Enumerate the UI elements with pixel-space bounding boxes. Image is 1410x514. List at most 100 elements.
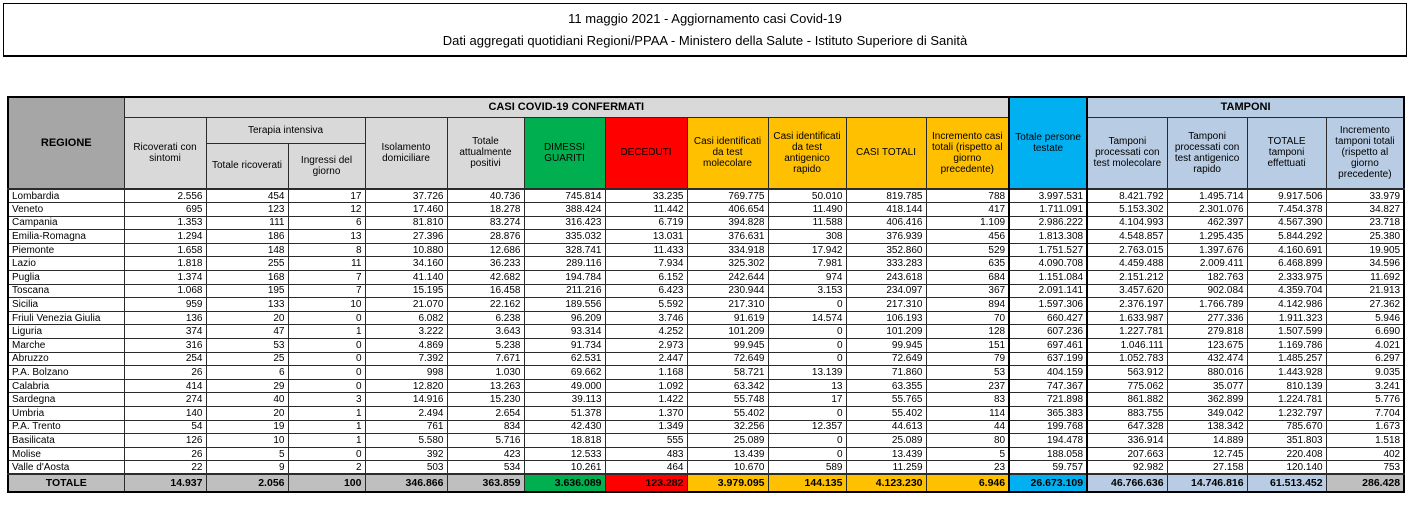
cell-tamponi-test-molecolare: 8.421.792 xyxy=(1086,188,1168,204)
region-name: Liguria xyxy=(7,324,125,340)
cell-casi-test-molecolare: 55.402 xyxy=(686,406,769,421)
cell-ti-ingressi-del-giorno: 13 xyxy=(287,229,366,244)
cell-incremento-tamponi-totali: 5.946 xyxy=(1325,310,1405,326)
cell-tamponi-test-antigenico: 277.336 xyxy=(1166,310,1248,326)
cell-casi-totali: 406.416 xyxy=(845,215,927,231)
cell-dimessi-guariti: 96.209 xyxy=(523,310,606,326)
cell-isolamento-domiciliare: 14.916 xyxy=(364,392,448,407)
cell-totale-attualmente-positivi: 3.643 xyxy=(446,324,525,340)
cell-casi-test-molecolare: 10.670 xyxy=(686,460,769,475)
column-header-incremento-casi-totali: Incremento casi totali (rispetto al gior… xyxy=(925,116,1010,190)
cell-ti-ingressi-del-giorno: 0 xyxy=(287,378,366,394)
table-row: Veneto 695 123 12 17.460 18.278 388.424 11.442 4… xyxy=(7,202,1405,217)
cell-tamponi-test-antigenico: 902.084 xyxy=(1166,283,1248,299)
cell-dimessi-guariti: 189.556 xyxy=(523,297,606,312)
cell-tamponi-test-molecolare: 3.457.620 xyxy=(1086,283,1168,299)
cell-casi-test-antigenico: 589 xyxy=(767,460,847,475)
cell-dimessi-guariti: 211.216 xyxy=(523,283,606,299)
cell-isolamento-domiciliare: 41.140 xyxy=(364,270,448,285)
cell-totale-persone-testate: 188.058 xyxy=(1008,446,1089,462)
column-header-isolamento-domiciliare: Isolamento domiciliare xyxy=(364,116,448,190)
group-header-casi-confermati: CASI COVID-19 CONFERMATI xyxy=(123,96,1010,118)
cell-ti-ingressi-del-giorno: 17 xyxy=(287,188,366,204)
cell-ti-totale-ricoverati: 20 xyxy=(205,310,289,326)
cell-totale-attualmente-positivi: 42.682 xyxy=(446,270,525,285)
cell-totale-attualmente-positivi: 28.876 xyxy=(446,229,525,244)
cell-incremento-casi-totali: 79 xyxy=(925,351,1010,367)
cell-incremento-tamponi-totali: 1.673 xyxy=(1325,419,1405,435)
cell-incremento-casi-totali: 128 xyxy=(925,324,1010,340)
column-header-tamponi-test-antigenico: Tamponi processati con test antigenico r… xyxy=(1166,116,1248,190)
cell-totale-attualmente-positivi: 834 xyxy=(446,419,525,435)
cell-ti-ingressi-del-giorno: 6 xyxy=(287,215,366,231)
cell-totale-attualmente-positivi: 423 xyxy=(446,446,525,462)
cell-deceduti: 13.031 xyxy=(604,229,688,244)
cell-casi-test-molecolare: 376.631 xyxy=(686,229,769,244)
cell-casi-test-molecolare: 217.310 xyxy=(686,297,769,312)
cell-dimessi-guariti: 12.533 xyxy=(523,446,606,462)
table-row: Basilicata 126 10 1 5.580 5.716 18.818 555 25.08… xyxy=(7,433,1405,448)
cell-totale-tamponi-effettuati: 9.917.506 xyxy=(1246,188,1327,204)
cell-ricoverati-con-sintomi: 2.556 xyxy=(123,188,207,204)
cell-incremento-casi-totali: 788 xyxy=(925,188,1010,204)
cell-deceduti: 5.592 xyxy=(604,297,688,312)
cell-deceduti: 1.422 xyxy=(604,392,688,407)
region-name: Basilicata xyxy=(7,433,125,448)
table-row: Valle d'Aosta 22 9 2 503 534 10.261 464 10.670 58… xyxy=(7,460,1405,475)
cell-dimessi-guariti: 289.116 xyxy=(523,256,606,272)
cell-casi-totali: 63.355 xyxy=(845,378,927,394)
cell-casi-test-antigenico: 11.588 xyxy=(767,215,847,231)
table-row: Toscana 1.068 195 7 15.195 16.458 211.216 6.423… xyxy=(7,283,1405,299)
cell-deceduti: 1.168 xyxy=(604,365,688,380)
column-header-totale-attualmente-positivi: Totale attualmente positivi xyxy=(446,116,525,190)
cell-totale-persone-testate: 660.427 xyxy=(1008,310,1089,326)
cell-totale-attualmente-positivi: 15.230 xyxy=(446,392,525,407)
cell-totale-attualmente-positivi: 534 xyxy=(446,460,525,475)
cell-casi-totali: 13.439 xyxy=(845,446,927,462)
table-row: Molise 26 5 0 392 423 12.533 483 13.439 0 13.439 5 1… xyxy=(7,446,1405,462)
cell-totale-tamponi-effettuati: 120.140 xyxy=(1246,460,1327,475)
cell-incremento-casi-totali: 151 xyxy=(925,338,1010,353)
column-header-ti-totale-ricoverati: Totale ricoverati xyxy=(205,142,289,190)
cell-ti-totale-ricoverati: 6 xyxy=(205,365,289,380)
cell-ti-totale-ricoverati: 111 xyxy=(205,215,289,231)
cell-tamponi-test-molecolare: 775.062 xyxy=(1086,378,1168,394)
cell-ti-totale-ricoverati: 19 xyxy=(205,419,289,435)
cell-tamponi-test-molecolare: 207.663 xyxy=(1086,446,1168,462)
cell-totale-persone-testate: 1.151.084 xyxy=(1008,270,1089,285)
cell-tamponi-test-molecolare: 883.755 xyxy=(1086,406,1168,421)
cell-ricoverati-con-sintomi: 1.353 xyxy=(123,215,207,231)
cell-totale-persone-testate: 404.159 xyxy=(1008,365,1089,380)
cell-totale-attualmente-positivi: 13.263 xyxy=(446,378,525,394)
cell-tamponi-test-antigenico: 12.745 xyxy=(1166,446,1248,462)
cell-isolamento-domiciliare: 6.082 xyxy=(364,310,448,326)
cell-dimessi-guariti: 51.378 xyxy=(523,406,606,421)
cell-ti-totale-ricoverati: 454 xyxy=(205,188,289,204)
cell-casi-test-antigenico: 12.357 xyxy=(767,419,847,435)
cell-casi-test-molecolare: 32.256 xyxy=(686,419,769,435)
cell-ti-ingressi-del-giorno: 10 xyxy=(287,297,366,312)
cell-totale-tamponi-effettuati: 351.803 xyxy=(1246,433,1327,448)
cell-totale-tamponi-effettuati: 1.485.257 xyxy=(1246,351,1327,367)
cell-ricoverati-con-sintomi: 26 xyxy=(123,365,207,380)
cell-totale-tamponi-effettuati: 2.333.975 xyxy=(1246,270,1327,285)
cell-tamponi-test-molecolare: 4.104.993 xyxy=(1086,215,1168,231)
table-row: Calabria 414 29 0 12.820 13.263 49.000 1.092 63.… xyxy=(7,378,1405,394)
cell-ti-totale-ricoverati: 255 xyxy=(205,256,289,272)
cell-ti-totale-ricoverati: 123 xyxy=(205,202,289,217)
cell-ricoverati-con-sintomi: 959 xyxy=(123,297,207,312)
cell-tamponi-test-molecolare: 46.766.636 xyxy=(1086,473,1168,493)
cell-ti-ingressi-del-giorno: 11 xyxy=(287,256,366,272)
cell-casi-test-antigenico: 3.153 xyxy=(767,283,847,299)
cell-tamponi-test-antigenico: 462.397 xyxy=(1166,215,1248,231)
column-header-casi-test-antigenico: Casi identificati da test antigenico rap… xyxy=(767,116,847,190)
cell-tamponi-test-molecolare: 2.376.197 xyxy=(1086,297,1168,312)
group-header-tamponi: TAMPONI xyxy=(1086,96,1405,118)
cell-ti-ingressi-del-giorno: 8 xyxy=(287,242,366,258)
cell-totale-persone-testate: 637.199 xyxy=(1008,351,1089,367)
table-row: P.A. Bolzano 26 6 0 998 1.030 69.662 1.168 58.72… xyxy=(7,365,1405,380)
cell-ti-ingressi-del-giorno: 0 xyxy=(287,365,366,380)
cell-totale-attualmente-positivi: 36.233 xyxy=(446,256,525,272)
cell-incremento-casi-totali: 417 xyxy=(925,202,1010,217)
cell-dimessi-guariti: 388.424 xyxy=(523,202,606,217)
